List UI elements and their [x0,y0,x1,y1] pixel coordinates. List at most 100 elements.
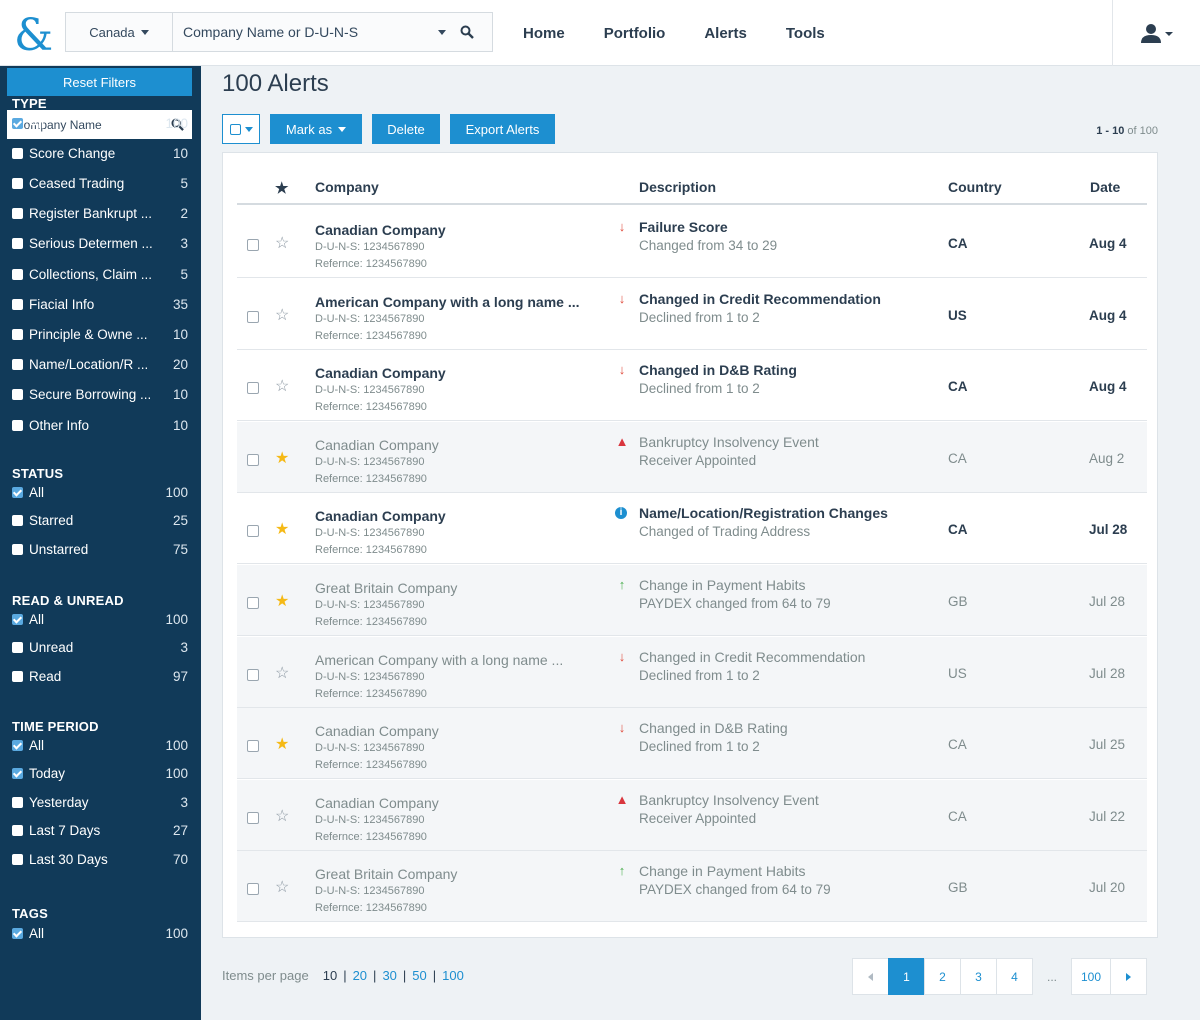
search-icon[interactable] [460,13,480,51]
company-name[interactable]: Canadian Company [315,508,446,525]
company-name[interactable]: Canadian Company [315,222,446,238]
filter-option[interactable]: Starred 25 [12,510,188,532]
page-number-button[interactable]: 4 [996,958,1033,995]
page-size-option[interactable]: 10 [322,968,338,983]
filter-option[interactable]: All 100 [12,481,188,503]
export-alerts-button[interactable]: Export Alerts [450,114,555,144]
table-row[interactable]: ★ Great Britain Company D-U-N-S: 123456789… [237,565,1147,636]
row-checkbox[interactable] [247,382,259,395]
row-checkbox[interactable] [247,668,259,681]
table-row[interactable]: ☆ Great Britain Company D-U-N-S: 123456789… [237,851,1147,923]
star-column-icon[interactable]: ★ [275,180,289,197]
filter-option[interactable]: Name/Location/R ... 20 [12,354,188,376]
prev-page-button[interactable] [852,958,889,995]
company-name[interactable]: American Company with a long name ... [315,651,564,668]
filter-checkbox[interactable] [12,389,23,401]
filter-option[interactable]: Unread 3 [12,637,188,659]
search-icon[interactable] [171,118,184,131]
filter-option[interactable]: All 100 [12,734,188,756]
filter-option[interactable]: All 100 [12,922,188,944]
country-dropdown[interactable]: Canada [66,13,173,51]
star-outline-icon[interactable]: ☆ [275,664,290,682]
delete-button[interactable]: Delete [372,114,440,144]
table-row[interactable]: ☆ Canadian Company D-U-N-S: 1234567890 Refe… [237,350,1147,422]
filter-option[interactable]: Last 7 Days 27 [12,820,188,842]
filter-option[interactable]: Score Change 10 [12,142,188,164]
user-menu[interactable] [1112,0,1200,66]
star-filled-icon[interactable]: ★ [275,521,290,539]
company-name[interactable]: Canadian Company [315,794,439,811]
company-name[interactable]: Great Britain Company [315,580,458,596]
filter-option[interactable]: Principle & Owne ... 10 [12,323,188,345]
row-checkbox[interactable] [247,310,259,323]
star-outline-icon[interactable]: ☆ [275,306,290,324]
nav-portfolio[interactable]: Portfolio [603,24,666,42]
mark-as-button[interactable]: Mark as [270,114,362,144]
star-outline-icon[interactable]: ☆ [275,879,290,897]
filter-checkbox[interactable] [12,825,23,837]
filter-checkbox[interactable] [12,642,23,654]
filter-checkbox[interactable] [12,739,23,751]
company-name[interactable]: Canadian Company [315,365,446,382]
nav-alerts[interactable]: Alerts [704,24,747,42]
filter-checkbox[interactable] [12,298,23,310]
filter-checkbox[interactable] [12,419,23,431]
filter-checkbox[interactable] [12,177,23,189]
filter-option[interactable]: Serious Determen ... 3 [12,233,188,255]
table-row[interactable]: ☆ American Company with a long name ... D-… [237,636,1147,708]
reset-filters-button[interactable]: Reset Filters [7,68,192,96]
select-all-checkbox[interactable] [229,123,241,135]
filter-checkbox[interactable] [12,853,23,865]
filter-option[interactable]: Secure Borrowing ... 10 [12,384,188,406]
filter-option[interactable]: Last 30 Days 70 [12,848,188,870]
filter-checkbox[interactable] [12,328,23,340]
company-name[interactable]: Great Britain Company [315,866,458,883]
table-row[interactable]: ★ Canadian Company D-U-N-S: 1234567890 Refe… [237,708,1147,780]
company-name[interactable]: American Company with a long name ... [315,293,580,310]
row-checkbox[interactable] [247,453,259,466]
nav-tools[interactable]: Tools [785,24,825,42]
filter-option[interactable]: Yesterday 3 [12,791,188,813]
filter-option[interactable]: Collections, Claim ... 5 [12,263,188,285]
column-description[interactable]: Description [639,179,717,195]
row-checkbox[interactable] [247,811,259,824]
filter-option[interactable]: All 100 [12,112,188,134]
row-checkbox[interactable] [247,239,259,251]
star-filled-icon[interactable]: ★ [275,593,290,610]
company-name[interactable]: Canadian Company [315,436,439,453]
column-company[interactable]: Company [315,179,379,195]
star-outline-icon[interactable]: ☆ [275,378,290,396]
column-date[interactable]: Date [1090,179,1121,195]
star-outline-icon[interactable]: ☆ [275,235,290,252]
filter-option[interactable]: Other Info 10 [12,414,188,436]
row-checkbox[interactable] [247,883,259,896]
table-row[interactable]: ★ Canadian Company D-U-N-S: 1234567890 Refe… [237,421,1147,493]
filter-option[interactable]: Register Bankrupt ... 2 [12,203,188,225]
page-number-button[interactable]: 2 [924,958,961,995]
sidebar-company-search[interactable]: Company Name [7,110,192,139]
nav-home[interactable]: Home [523,24,565,42]
next-page-button[interactable] [1110,958,1147,995]
star-filled-icon[interactable]: ★ [275,736,290,754]
filter-checkbox[interactable] [12,208,23,220]
page-size-option[interactable]: 30 [382,968,397,983]
page-size-option[interactable]: 100 [442,968,464,983]
row-checkbox[interactable] [247,740,259,753]
filter-checkbox[interactable] [12,768,23,780]
company-name[interactable]: Canadian Company [315,723,439,740]
filter-option[interactable]: Fiacial Info 35 [12,293,188,315]
page-number-button[interactable]: 1 [888,958,925,995]
filter-checkbox[interactable] [12,613,23,625]
star-outline-icon[interactable]: ☆ [275,807,290,825]
filter-checkbox[interactable] [12,543,23,555]
dnb-logo-icon[interactable]: & [12,10,52,56]
filter-checkbox[interactable] [12,117,23,129]
column-country[interactable]: Country [948,179,1002,195]
filter-checkbox[interactable] [12,238,23,250]
table-row[interactable]: ★ Canadian Company D-U-N-S: 1234567890 Refe… [237,493,1147,565]
table-row[interactable]: ☆ Canadian Company D-U-N-S: 1234567890 Refe… [237,207,1147,278]
page-number-button[interactable]: 3 [960,958,997,995]
filter-checkbox[interactable] [12,927,23,939]
filter-option[interactable]: All 100 [12,608,188,630]
filter-checkbox[interactable] [12,268,23,280]
